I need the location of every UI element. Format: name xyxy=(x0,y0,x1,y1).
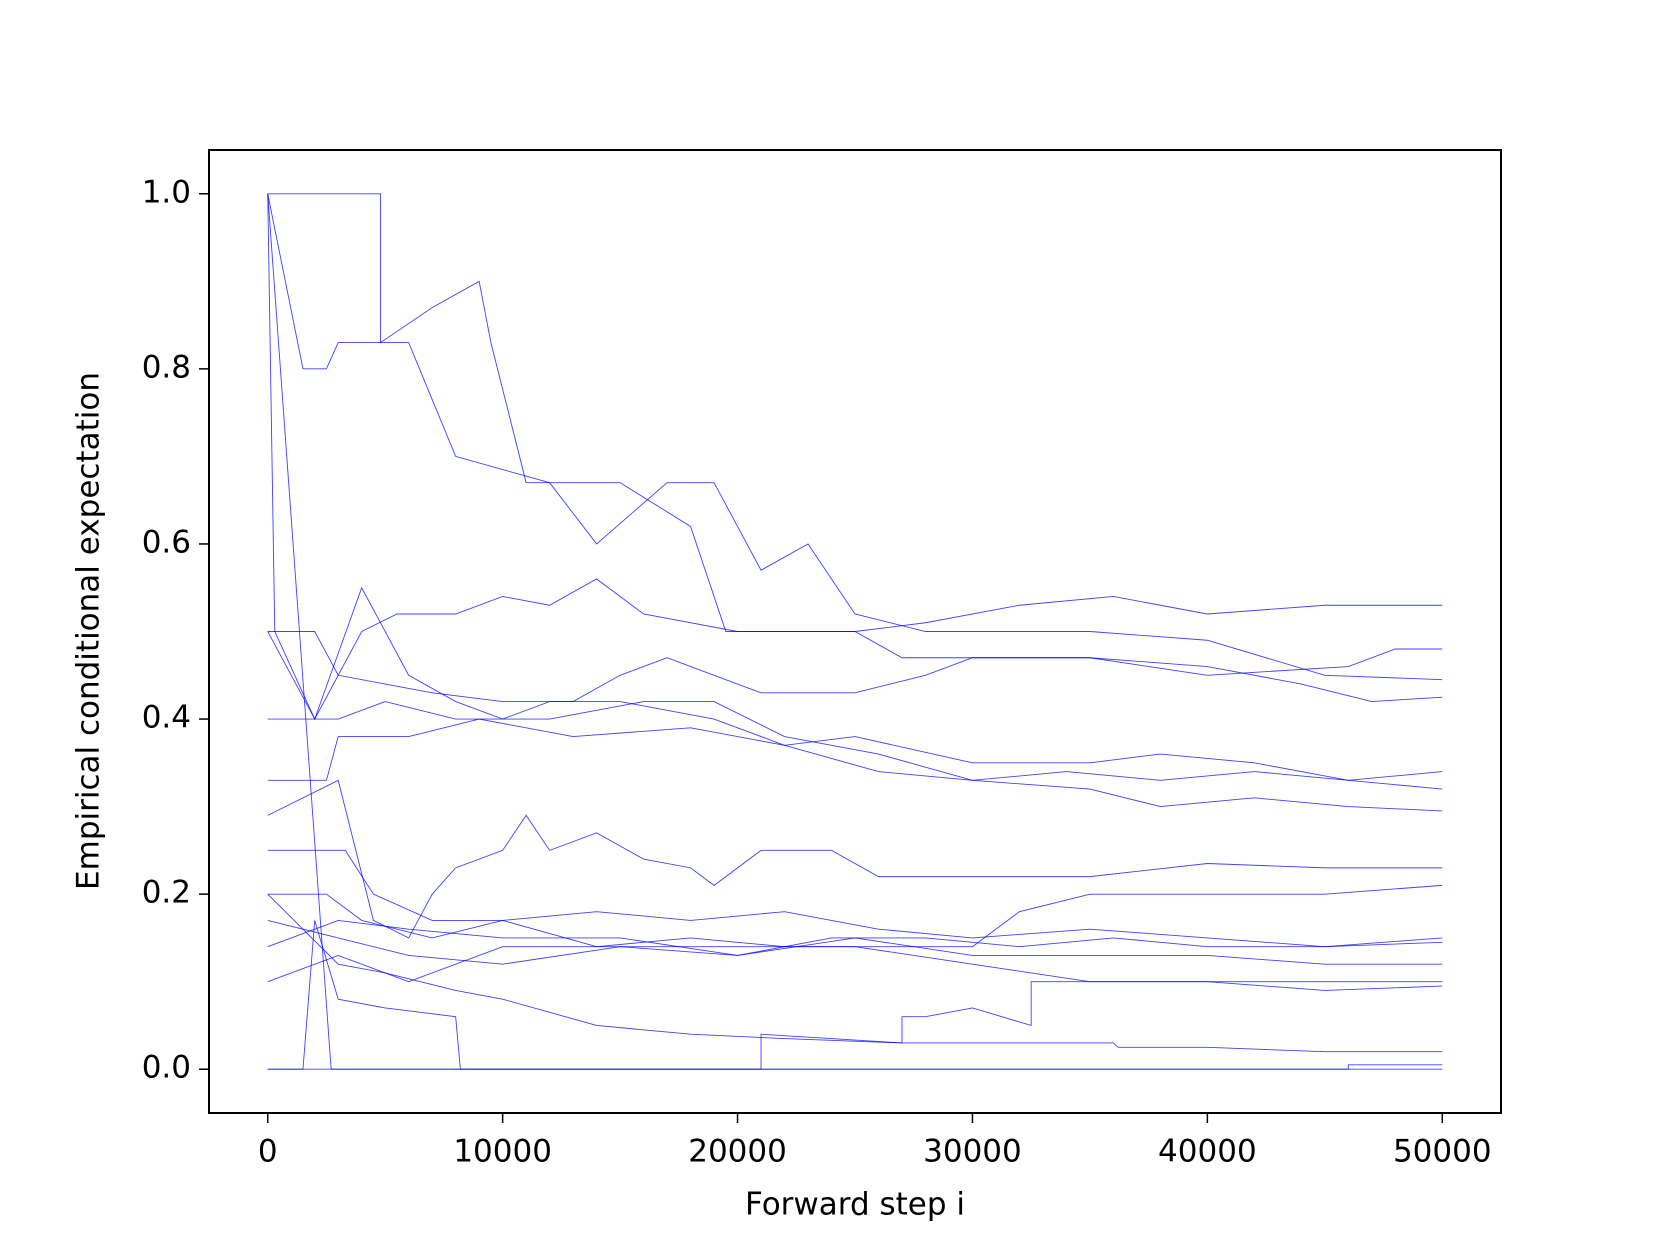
y-tick-label: 0.6 xyxy=(142,524,191,560)
series-line xyxy=(267,946,1443,983)
x-tick-label: 50000 xyxy=(1393,1134,1492,1170)
series-line xyxy=(267,919,1443,965)
series-line xyxy=(267,193,1443,721)
plot-frame xyxy=(208,149,1502,1114)
x-tick-label: 20000 xyxy=(688,1134,787,1170)
x-tick-label: 40000 xyxy=(1158,1134,1257,1170)
series-line xyxy=(267,701,1443,790)
x-tick-label: 0 xyxy=(258,1134,278,1170)
y-axis-label: Empirical conditional expectation xyxy=(71,372,107,890)
series-line xyxy=(267,893,1443,1044)
series-line xyxy=(267,779,1443,939)
series-line xyxy=(267,193,1443,676)
series-line xyxy=(267,718,1443,812)
y-tick-label: 0.8 xyxy=(142,349,191,385)
series-line xyxy=(267,586,1443,781)
x-tick-label: 30000 xyxy=(923,1134,1022,1170)
x-tick-label: 10000 xyxy=(453,1134,552,1170)
y-tick-label: 1.0 xyxy=(142,174,191,210)
series-line xyxy=(267,849,1443,948)
series-line xyxy=(267,193,1443,681)
series-line xyxy=(267,893,1443,948)
series-line xyxy=(267,920,1443,1070)
x-axis-label: Forward step i xyxy=(745,1187,965,1223)
y-tick-label: 0.0 xyxy=(142,1050,191,1086)
series-line xyxy=(267,631,1443,702)
y-tick-label: 0.2 xyxy=(142,875,191,911)
y-tick-label: 0.4 xyxy=(142,700,191,736)
